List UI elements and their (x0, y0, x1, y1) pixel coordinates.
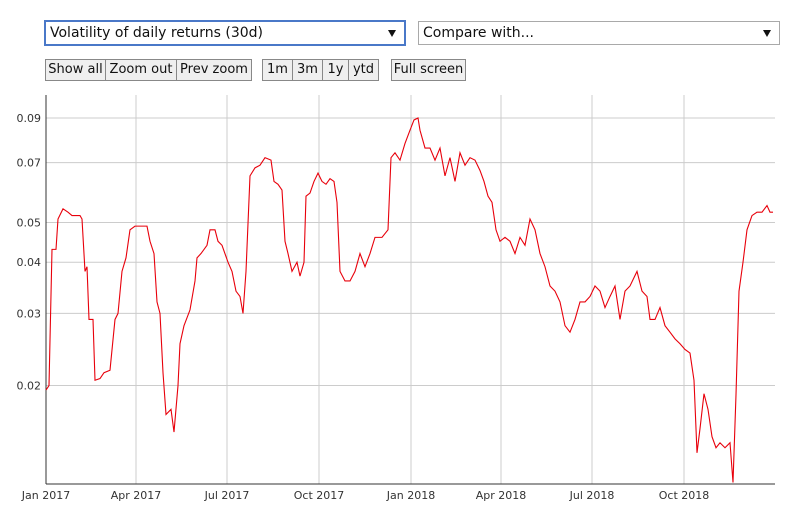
compare-select[interactable]: Compare with... (418, 21, 780, 45)
show-all-button[interactable]: Show all (45, 59, 106, 81)
y-tick-label: 0.03 (17, 307, 42, 320)
data-line (45, 117, 773, 483)
range-1y-button[interactable]: 1y (322, 59, 349, 81)
range-3m-button[interactable]: 3m (292, 59, 323, 81)
y-tick-label: 0.07 (17, 157, 42, 170)
prev-zoom-button[interactable]: Prev zoom (176, 59, 252, 81)
y-tick-label: 0.04 (17, 256, 42, 269)
x-tick-label: Oct 2018 (659, 489, 710, 502)
zoom-out-button[interactable]: Zoom out (105, 59, 177, 81)
x-tick-label: Jul 2018 (569, 489, 615, 502)
compare-select-text: Compare with... (423, 25, 535, 41)
metric-select[interactable]: Volatility of daily returns (30d) (44, 20, 406, 46)
x-tick-label: Oct 2017 (294, 489, 345, 502)
x-tick-label: Apr 2018 (476, 489, 527, 502)
full-screen-button[interactable]: Full screen (391, 59, 466, 81)
range-1m-button[interactable]: 1m (262, 59, 293, 81)
x-tick-label: Apr 2017 (111, 489, 162, 502)
metric-select-text: Volatility of daily returns (30d) (50, 25, 264, 41)
y-tick-label: 0.02 (17, 380, 42, 393)
x-tick-label: Jan 2018 (386, 489, 435, 502)
dropdown-arrow (388, 30, 396, 37)
x-tick-label: Jul 2017 (204, 489, 250, 502)
dropdown-arrow (763, 30, 771, 37)
y-tick-label: 0.09 (17, 112, 42, 125)
x-tick-label: Jan 2017 (21, 489, 70, 502)
y-tick-label: 0.05 (17, 217, 42, 230)
range-ytd-button[interactable]: ytd (348, 59, 379, 81)
